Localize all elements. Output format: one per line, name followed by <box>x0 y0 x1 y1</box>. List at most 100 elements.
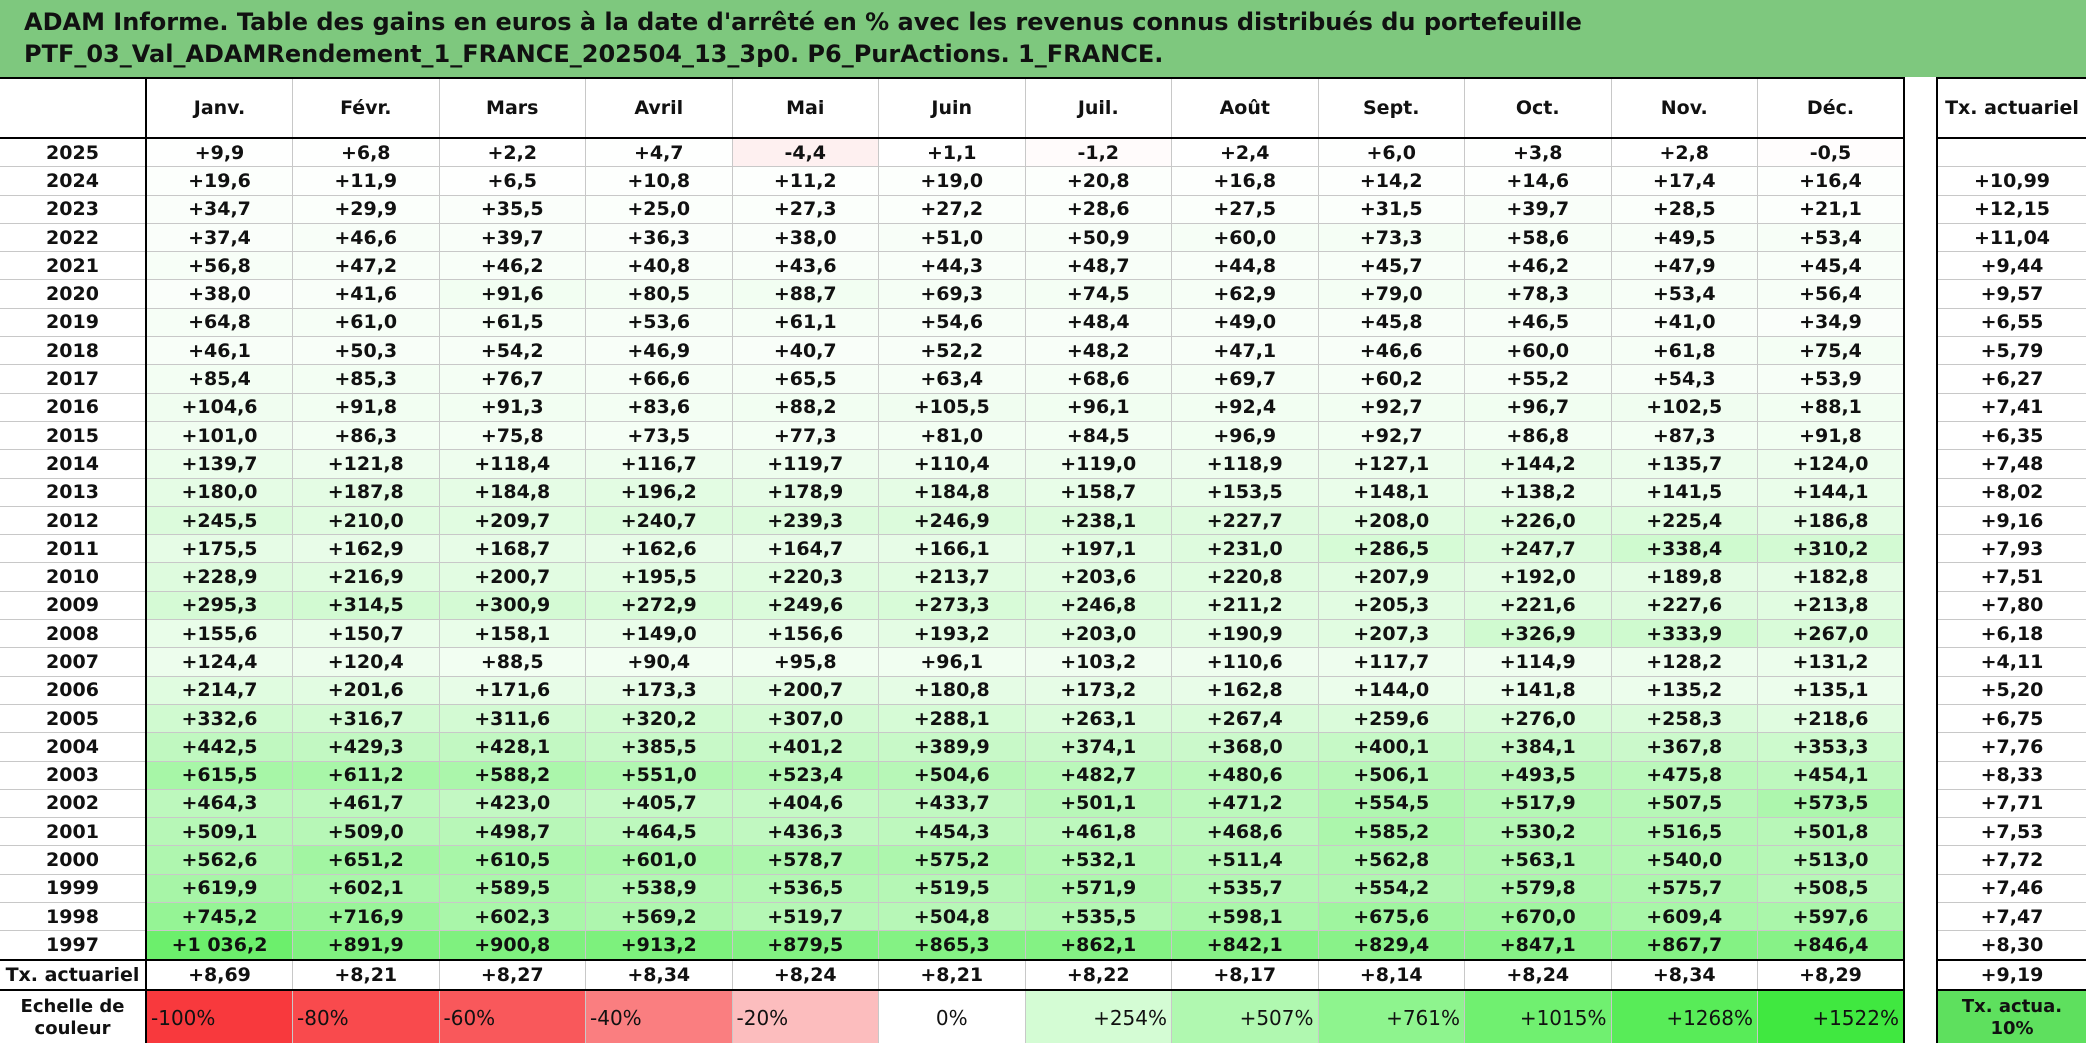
gain-cell: +51,0 <box>878 222 1026 253</box>
gain-cell: +155,6 <box>145 619 293 649</box>
gain-cell: +203,0 <box>1024 619 1172 649</box>
gain-cell: +53,9 <box>1757 364 1905 394</box>
gain-cell: +530,2 <box>1464 817 1612 847</box>
gain-cell: +49,5 <box>1610 222 1758 253</box>
rate-cell: +7,51 <box>1936 562 2086 592</box>
gain-cell: +46,9 <box>585 336 733 366</box>
footer-total: +9,19 <box>1936 958 2086 991</box>
gain-cell: +44,3 <box>878 251 1026 281</box>
gain-cell: +519,7 <box>731 902 879 932</box>
gain-cell: +14,6 <box>1464 166 1612 196</box>
gap <box>1903 166 1937 196</box>
year-row: 2000 +562,6 +651,2 +610,5 +601,0 +578,7 +575,2… <box>0 845 2086 875</box>
gain-cell: +49,0 <box>1171 307 1319 338</box>
gain-cell: +84,5 <box>1024 420 1172 451</box>
year: 2022 <box>0 222 147 253</box>
gain-cell: +307,0 <box>731 703 879 734</box>
year: 2020 <box>0 279 147 309</box>
gain-cell: +214,7 <box>145 675 293 705</box>
rate-cell: +7,47 <box>1936 902 2086 932</box>
gain-cell: +81,0 <box>878 420 1026 451</box>
year: 2007 <box>0 647 147 677</box>
year-row: 2014 +139,7 +121,8 +118,4 +116,7 +119,7 +110,4… <box>0 449 2086 479</box>
year: 2013 <box>0 477 147 507</box>
year: 2003 <box>0 760 147 790</box>
gain-cell: +46,6 <box>1317 336 1465 366</box>
gain-cell: +193,2 <box>878 619 1026 649</box>
gain-cell: +913,2 <box>585 930 733 961</box>
rate-cell: +8,02 <box>1936 477 2086 507</box>
gain-cell: +316,7 <box>292 703 440 734</box>
month-header: Févr. <box>292 77 440 139</box>
gain-cell: +6,0 <box>1317 137 1465 168</box>
gain-cell: +551,0 <box>585 760 733 790</box>
gain-cell: +498,7 <box>438 817 586 847</box>
gain-cell: +79,0 <box>1317 279 1465 309</box>
year-row: 2008 +155,6 +150,7 +158,1 +149,0 +156,6 +193,2… <box>0 619 2086 649</box>
gain-cell: +231,0 <box>1171 534 1319 564</box>
gap <box>1903 761 1937 790</box>
gap <box>1903 704 1937 733</box>
year: 2015 <box>0 420 147 451</box>
gain-cell: +156,6 <box>731 619 879 649</box>
gain-cell: +78,3 <box>1464 279 1612 309</box>
footer-rate: +8,21 <box>292 958 440 991</box>
gain-cell: +16,4 <box>1757 166 1905 196</box>
footer-label: Tx. actuariel <box>0 958 147 991</box>
gain-cell: +192,0 <box>1464 562 1612 592</box>
gain-cell: +47,2 <box>292 251 440 281</box>
gain-cell: +121,8 <box>292 449 440 479</box>
gain-cell: +300,9 <box>438 590 586 621</box>
gap <box>1903 676 1937 705</box>
gain-cell: +310,2 <box>1757 534 1905 564</box>
gain-cell: +91,8 <box>1757 420 1905 451</box>
gain-cell: +75,8 <box>438 420 586 451</box>
year-row: 1998 +745,2 +716,9 +602,3 +569,2 +519,7 +504,8… <box>0 902 2086 932</box>
gain-cell: +50,9 <box>1024 222 1172 253</box>
gain-cell: +31,5 <box>1317 194 1465 224</box>
gain-cell: +535,7 <box>1171 873 1319 904</box>
year: 1998 <box>0 902 147 932</box>
gain-cell: +131,2 <box>1757 647 1905 677</box>
gain-cell: +66,6 <box>585 364 733 394</box>
gain-cell: +96,1 <box>878 647 1026 677</box>
month-header: Mai <box>731 77 879 139</box>
gain-cell: +454,3 <box>878 817 1026 847</box>
gain-cell: +138,2 <box>1464 477 1612 507</box>
gain-cell: +295,3 <box>145 590 293 621</box>
gain-cell: +207,9 <box>1317 562 1465 592</box>
gain-cell: +562,8 <box>1317 845 1465 875</box>
gain-cell: +178,9 <box>731 477 879 507</box>
gain-cell: +429,3 <box>292 732 440 762</box>
gain-cell: +36,3 <box>585 222 733 253</box>
gain-cell: +4,7 <box>585 137 733 168</box>
gain-cell: +208,0 <box>1317 505 1465 536</box>
gain-cell: +879,5 <box>731 930 879 961</box>
gain-cell: +6,8 <box>292 137 440 168</box>
scale-cell: -60% <box>438 989 586 1043</box>
gain-cell: +149,0 <box>585 619 733 649</box>
gain-cell: +619,9 <box>145 873 293 904</box>
footer-rate: +8,34 <box>1610 958 1758 991</box>
gain-cell: +454,1 <box>1757 760 1905 790</box>
gain-cell: +104,6 <box>145 392 293 422</box>
year-row: 2017 +85,4 +85,3 +76,7 +66,6 +65,5 +63,4 +68,6 +… <box>0 364 2086 394</box>
month-header: Juil. <box>1024 77 1172 139</box>
gap <box>1903 989 1937 1043</box>
scale-rate: Tx. actua. 10% <box>1936 989 2086 1043</box>
gain-cell: +501,1 <box>1024 788 1172 819</box>
gain-cell: +10,8 <box>585 166 733 196</box>
gain-cell: +745,2 <box>145 902 293 932</box>
gain-cell: +164,7 <box>731 534 879 564</box>
scale-row: Echelle de couleur -100% -80% -60% -40% -20% 0… <box>0 989 2086 1043</box>
gain-cell: +11,2 <box>731 166 879 196</box>
gain-cell: +207,3 <box>1317 619 1465 649</box>
gain-cell: +598,1 <box>1171 902 1319 932</box>
gain-cell: +60,0 <box>1464 336 1612 366</box>
gain-cell: +53,4 <box>1610 279 1758 309</box>
gain-cell: +314,5 <box>292 590 440 621</box>
month-header: Avril <box>585 77 733 139</box>
gain-cell: +353,3 <box>1757 732 1905 762</box>
gain-cell: +153,5 <box>1171 477 1319 507</box>
gain-cell: +139,7 <box>145 449 293 479</box>
